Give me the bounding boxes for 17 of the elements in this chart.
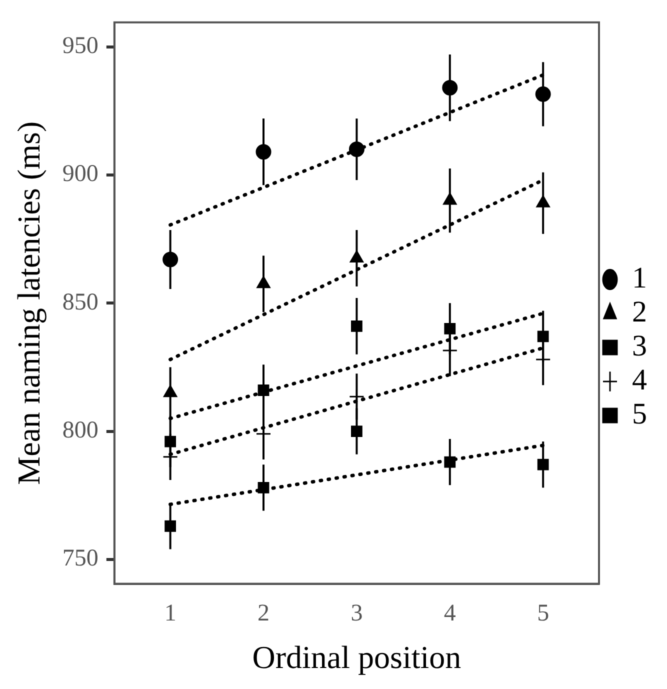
x-tick-label: 1 xyxy=(164,600,176,626)
y-tick-label: 900 xyxy=(62,161,98,188)
y-tick-label: 750 xyxy=(62,546,98,572)
x-tick-label: 4 xyxy=(444,600,456,626)
y-tick-label: 950 xyxy=(62,33,98,60)
x-tick-label: 5 xyxy=(537,600,550,626)
x-tick-label: 2 xyxy=(258,600,270,626)
x-axis-title: Ordinal position xyxy=(252,639,462,676)
legend-label: 1 xyxy=(632,261,647,294)
x-tick-label: 3 xyxy=(350,600,363,626)
y-tick-label: 800 xyxy=(62,418,98,444)
legend-label: 3 xyxy=(632,329,647,362)
legend-label: 2 xyxy=(632,295,647,328)
y-axis-title: Mean naming latencies (ms) xyxy=(10,121,47,485)
y-tick-label: 850 xyxy=(62,289,98,316)
legend-label: 5 xyxy=(632,397,647,430)
legend-label: 4 xyxy=(632,363,647,396)
